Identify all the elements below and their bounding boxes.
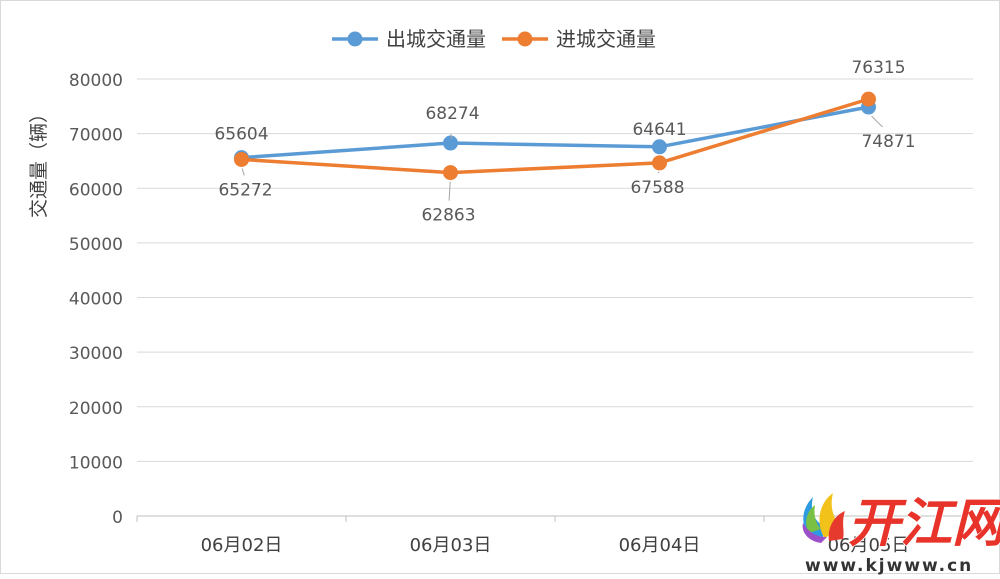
data-label: 65604: [214, 125, 268, 145]
grid-lines: [137, 78, 973, 462]
data-point[interactable]: [861, 91, 876, 107]
series-line: [241, 97, 870, 175]
data-point[interactable]: [234, 151, 249, 167]
leader-line: [450, 133, 453, 140]
y-tick-label: 50000: [69, 235, 123, 255]
series-layer: [234, 91, 876, 181]
data-label: 76315: [851, 58, 905, 78]
legend-swatch-marker: [517, 31, 533, 47]
x-tick-label: 06月05日: [828, 535, 910, 556]
data-label: 74871: [861, 132, 915, 152]
legend[interactable]: 出城交通量 进城交通量: [332, 27, 656, 51]
data-labels: 65604 68274 64641 74871 65272 62863 67588 76315: [214, 58, 915, 225]
y-tick-label: 0: [112, 508, 123, 528]
data-point[interactable]: [652, 155, 667, 171]
leader-line: [448, 181, 451, 201]
x-tick-label: 06月03日: [410, 535, 492, 556]
legend-label: 出城交通量: [386, 27, 486, 51]
watermark-site-text: www.kjwww.cn: [805, 556, 973, 575]
data-label: 65272: [218, 180, 272, 200]
watermark-logo-text: 开江网: [848, 494, 1000, 554]
y-tick-label: 60000: [69, 180, 123, 200]
y-axis-label: 交通量（辆）: [28, 104, 50, 218]
y-tick-label: 20000: [69, 399, 123, 419]
legend-label: 进城交通量: [556, 27, 656, 51]
legend-swatch-marker: [347, 31, 363, 47]
x-tick-label: 06月02日: [201, 535, 283, 556]
legend-item[interactable]: 进城交通量: [502, 27, 656, 51]
leader-line: [871, 115, 883, 128]
leader-line: [657, 171, 660, 174]
data-point[interactable]: [652, 139, 667, 155]
data-label: 62863: [421, 206, 475, 226]
data-label: 68274: [425, 104, 479, 124]
series-line: [241, 105, 869, 160]
data-label: 64641: [632, 120, 686, 140]
y-tick-label: 70000: [69, 126, 123, 146]
flame-logo-icon: [802, 493, 845, 543]
y-tick-label: 30000: [69, 344, 123, 364]
x-tick-label: 06月04日: [619, 535, 701, 556]
data-label: 67588: [630, 178, 684, 198]
watermark-logo: 开江网 www.kjwww.cn: [802, 493, 1000, 576]
y-tick-label: 80000: [69, 71, 123, 91]
leader-line: [241, 168, 245, 176]
y-tick-label: 40000: [69, 290, 123, 310]
data-point[interactable]: [443, 135, 458, 151]
data-point[interactable]: [443, 165, 458, 181]
y-axis: 0 10000 20000 30000 40000 50000 60000 70000 8000…: [69, 71, 123, 528]
legend-item[interactable]: 出城交通量: [332, 27, 486, 51]
y-tick-label: 10000: [69, 453, 123, 473]
